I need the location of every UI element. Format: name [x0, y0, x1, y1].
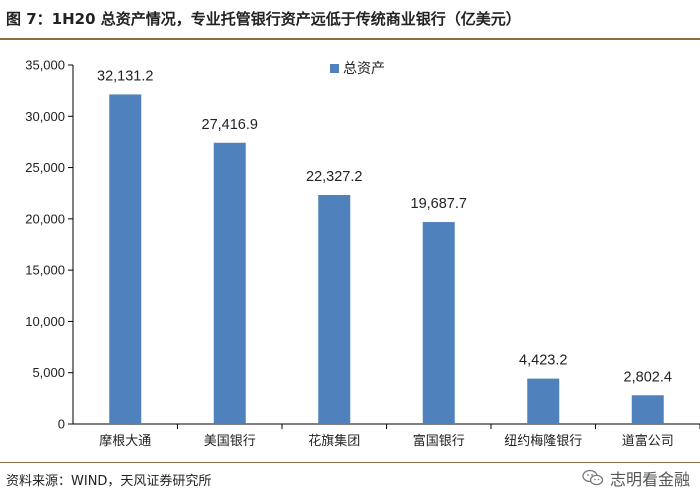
bar	[527, 378, 560, 424]
y-tick-label: 20,000	[25, 211, 65, 226]
y-tick-label: 5,000	[32, 365, 65, 380]
bar	[318, 194, 351, 424]
data-label: 4,423.2	[519, 353, 567, 369]
watermark: 志明看金融	[582, 466, 690, 490]
y-tick-label: 0	[58, 417, 65, 432]
y-tick-label: 25,000	[25, 160, 65, 175]
category-label: 摩根大通	[99, 433, 151, 449]
source-note: 资料来源：WIND，天风证券研究所	[6, 474, 212, 489]
category-label: 纽约梅隆银行	[504, 434, 582, 449]
y-tick-label: 15,000	[25, 263, 65, 278]
y-tick-label: 30,000	[25, 109, 65, 124]
title-bar: 图 7：1H20 总资产情况，专业托管银行资产远低于传统商业银行（亿美元）	[0, 0, 700, 40]
category-label: 美国银行	[204, 434, 256, 449]
bar	[631, 395, 664, 424]
data-label: 22,327.2	[306, 169, 362, 185]
bar	[422, 222, 455, 424]
data-label: 2,802.4	[624, 369, 672, 385]
bar-chart: 0 5,000 10,000 15,000 20,000 25,000 30,000 35,0…	[25, 58, 700, 449]
bar	[213, 142, 246, 424]
figure-title: 图 7：1H20 总资产情况，专业托管银行资产远低于传统商业银行（亿美元）	[6, 10, 521, 28]
y-tick-label: 35,000	[25, 58, 65, 73]
data-label: 19,687.7	[411, 196, 467, 212]
data-label: 27,416.9	[202, 117, 258, 133]
y-tick-label: 10,000	[25, 314, 65, 329]
category-label: 花旗集团	[308, 433, 360, 449]
watermark-text: 志明看金融	[609, 470, 690, 489]
category-label: 富国银行	[413, 433, 465, 449]
footer-rule	[0, 462, 700, 463]
legend-swatch	[330, 64, 339, 73]
wechat-icon	[582, 469, 604, 486]
bar	[109, 94, 142, 424]
legend-label: 总资产	[343, 61, 385, 77]
data-label: 32,131.2	[97, 68, 153, 84]
category-label: 道富公司	[622, 433, 674, 449]
